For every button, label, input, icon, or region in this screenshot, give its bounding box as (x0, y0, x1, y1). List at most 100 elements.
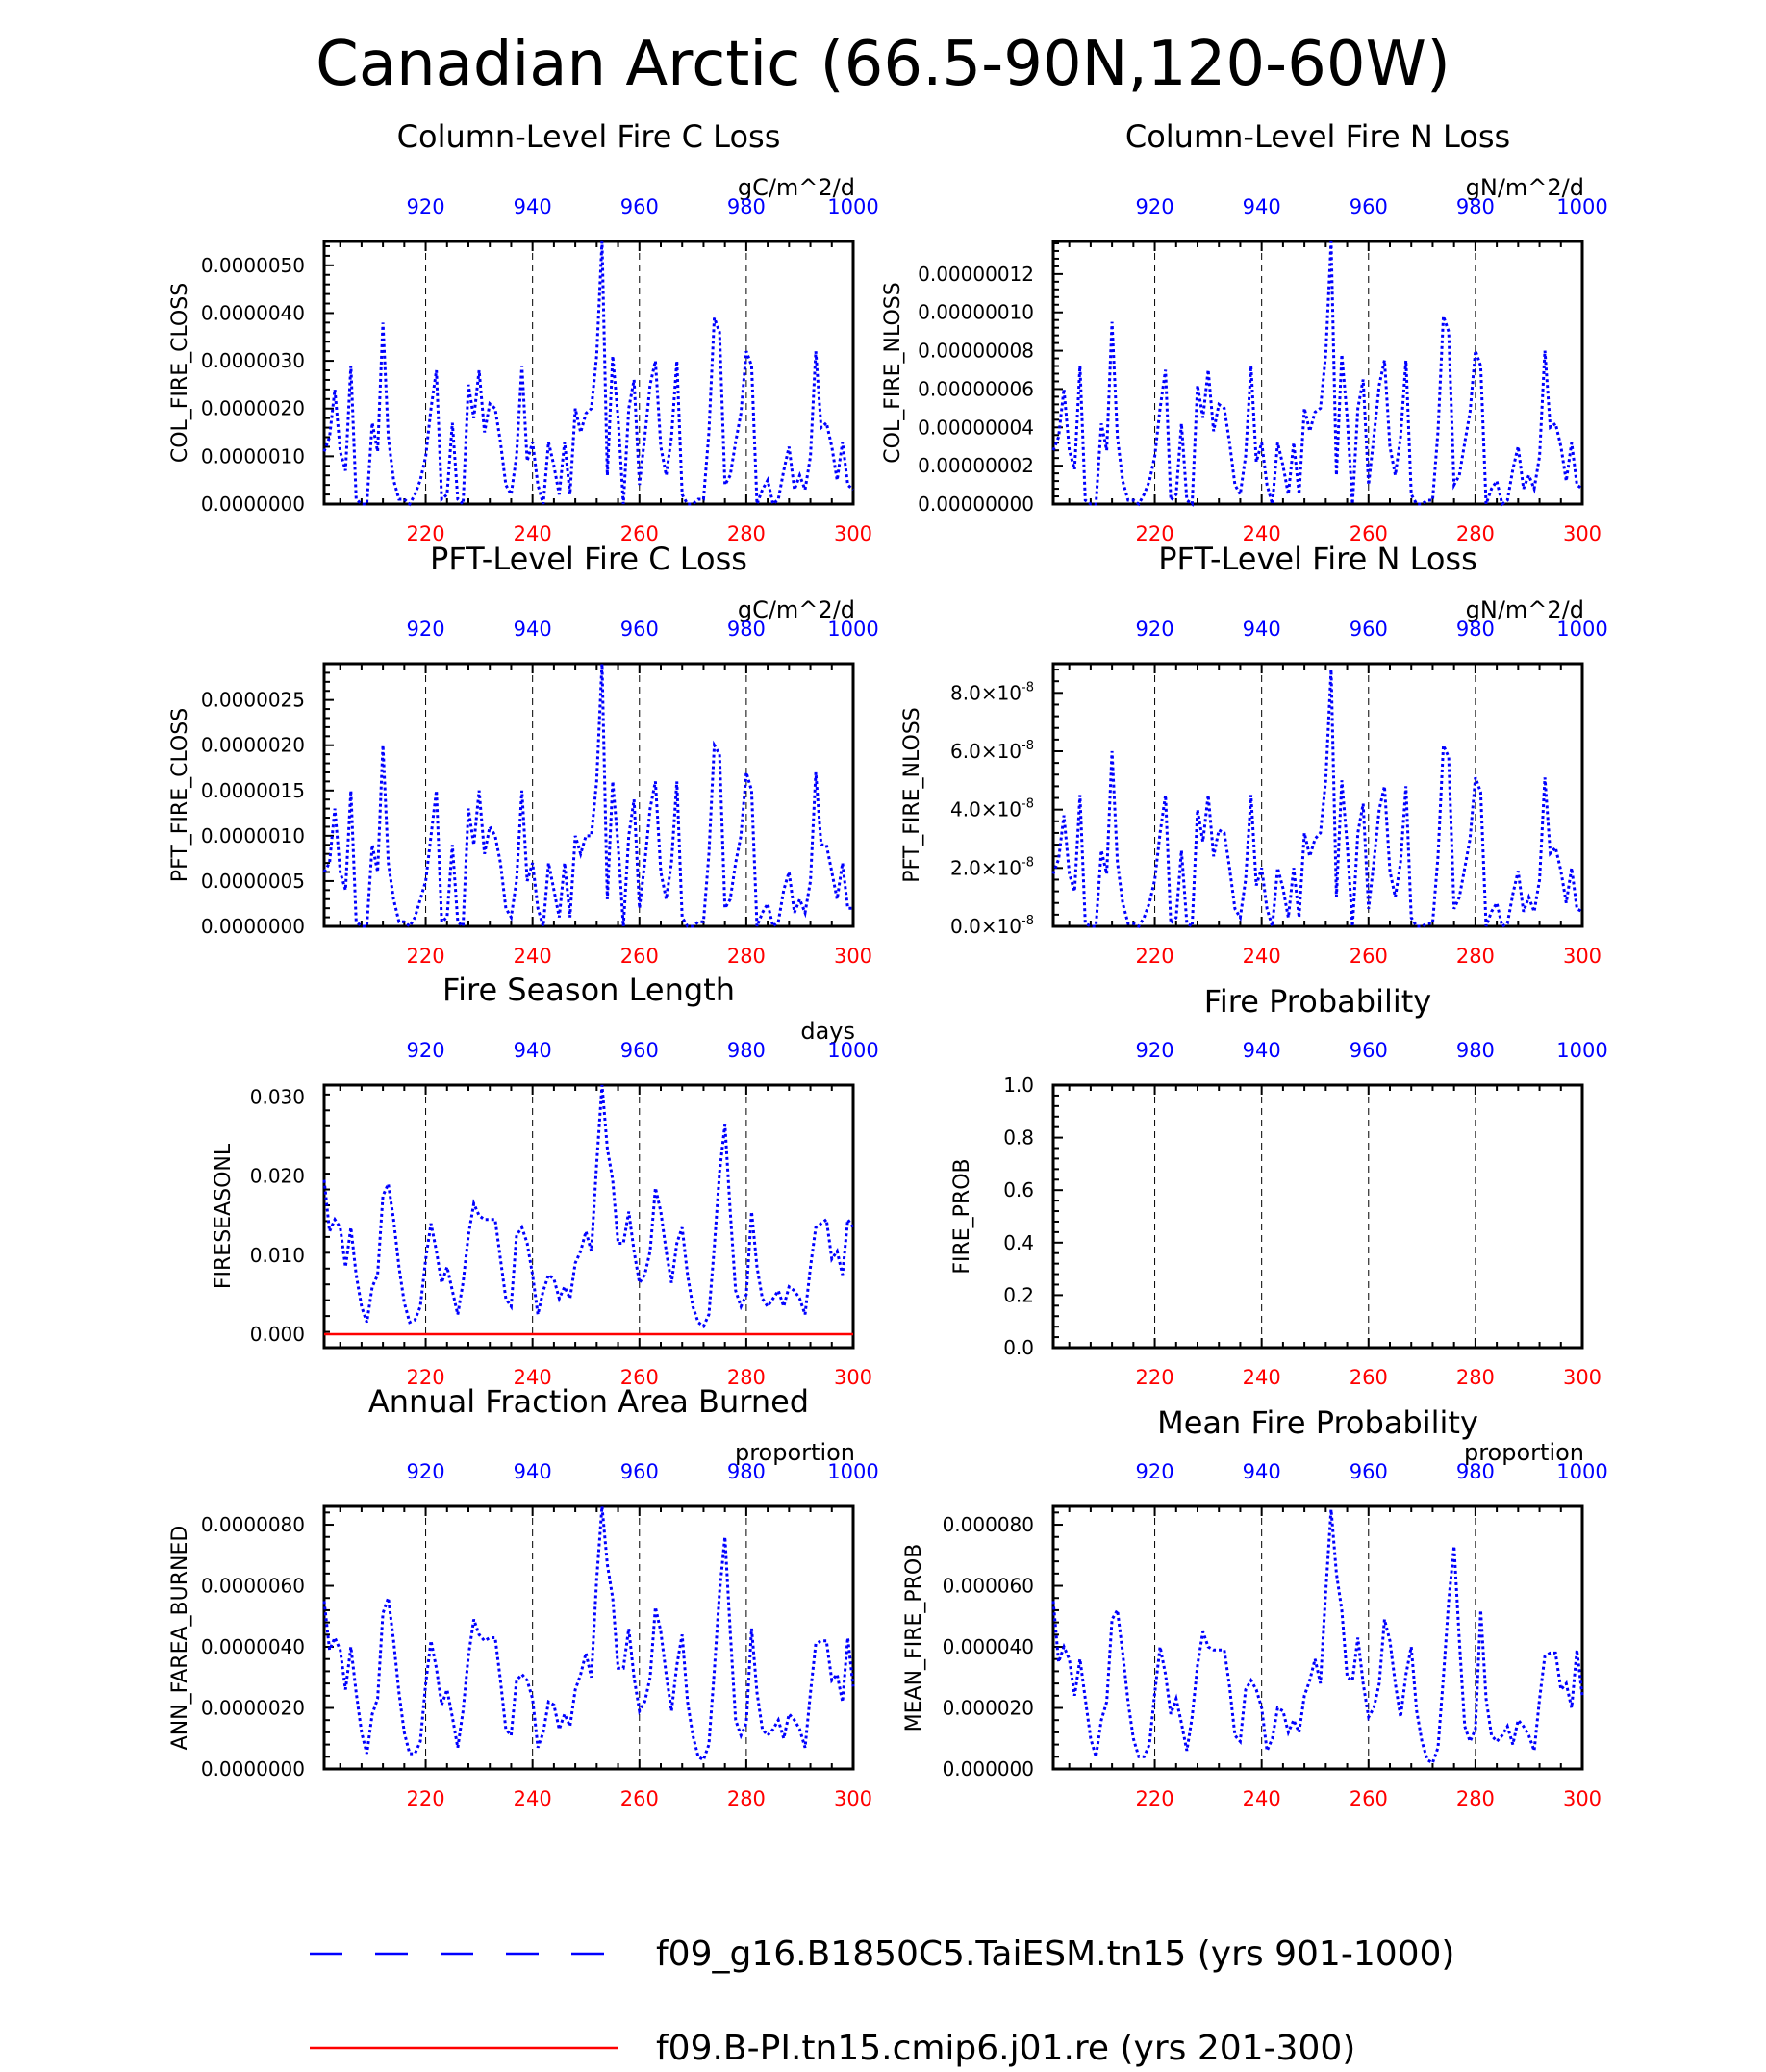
x-tick-label-top: 1000 (1556, 1460, 1607, 1483)
y-tick-label: 0.0000080 (201, 1513, 305, 1536)
figure-title: Canadian Arctic (66.5-90N,120-60W) (315, 29, 1451, 100)
chart-title: Mean Fire Probability (1157, 1404, 1478, 1441)
series-line (322, 663, 853, 930)
y-tick-label: 0.0000000 (201, 915, 305, 938)
y-tick-label: 0.6 (1003, 1178, 1034, 1201)
plot-frame (322, 1083, 855, 1350)
x-tick-label-bottom: 220 (1136, 522, 1174, 545)
x-tick-label-top: 920 (407, 1460, 445, 1483)
x-tick-label-bottom: 280 (727, 1787, 766, 1810)
chart-title: Column-Level Fire N Loss (1125, 118, 1510, 155)
x-tick-label-top: 1000 (827, 1039, 878, 1062)
x-tick-label-top: 1000 (827, 618, 878, 641)
x-tick-label-bottom: 260 (1350, 945, 1388, 968)
legend: f09_g16.B1850C5.TaiESM.tn15 (yrs 901-100… (310, 1934, 1454, 2068)
y-tick-label: 0.00000002 (918, 454, 1034, 477)
x-tick-label-bottom: 220 (1136, 1366, 1174, 1389)
y-tick-label: 0.0000005 (201, 870, 305, 893)
units-label: gN/m^2/d (1466, 174, 1584, 201)
units-label: proportion (735, 1439, 855, 1466)
y-tick-label: 0.0000015 (201, 779, 305, 802)
series-line (1051, 1509, 1584, 1765)
x-tick-label-bottom: 220 (407, 1787, 445, 1810)
y-tick-label: 0.000000 (943, 1757, 1034, 1781)
x-tick-label-bottom: 220 (407, 1366, 445, 1389)
y-tick-label: 0.0000000 (201, 1757, 305, 1781)
chart-title: Fire Season Length (442, 972, 735, 1008)
units-label: gC/m^2/d (738, 174, 855, 201)
x-tick-label-bottom: 280 (727, 522, 766, 545)
x-tick-label-bottom: 260 (1350, 1787, 1388, 1810)
x-tick-label-bottom: 280 (727, 1366, 766, 1389)
x-tick-label-bottom: 300 (834, 945, 872, 968)
y-tick-label: 0.000060 (943, 1575, 1034, 1598)
x-tick-label-bottom: 220 (1136, 1787, 1174, 1810)
units-label: gC/m^2/d (738, 596, 855, 623)
units-label: proportion (1464, 1439, 1584, 1466)
x-tick-label-bottom: 220 (1136, 945, 1174, 968)
x-tick-label-bottom: 260 (1350, 1366, 1388, 1389)
y-tick-label: 0.030 (250, 1085, 305, 1108)
x-tick-label-bottom: 300 (1563, 1366, 1602, 1389)
chart-panel: Annual Fraction Area Burned proportion 220… (168, 1383, 879, 1810)
units-label: days (800, 1018, 855, 1045)
plot-frame (322, 662, 855, 928)
x-tick-label-bottom: 300 (1563, 945, 1602, 968)
y-tick-label: 0.0000020 (201, 734, 305, 757)
y-axis-label: PFT_FIRE_NLOSS (900, 707, 924, 882)
chart-panel: Fire Season Length days 220 240 260 280 300 920… (212, 972, 879, 1389)
x-tick-label-top: 980 (727, 1460, 766, 1483)
chart-title: PFT-Level Fire C Loss (430, 541, 747, 577)
y-tick-label: 6.0×10-8 (950, 739, 1034, 763)
plot-frame (1051, 1504, 1584, 1771)
y-tick-label: 0.00000004 (918, 416, 1034, 439)
x-tick-label-top: 920 (1136, 195, 1174, 218)
y-axis-label: COL_FIRE_NLOSS (881, 282, 905, 463)
y-tick-label: 0.2 (1003, 1283, 1034, 1306)
x-tick-label-bottom: 220 (407, 945, 445, 968)
series-line (1051, 670, 1583, 929)
y-tick-label: 4.0×10-8 (950, 797, 1034, 821)
x-tick-label-top: 1000 (827, 1460, 878, 1483)
y-tick-label: 0.000040 (943, 1635, 1034, 1658)
x-tick-label-bottom: 280 (1456, 522, 1495, 545)
y-tick-label: 0.0 (1003, 1336, 1034, 1359)
y-tick-label: 0.0000020 (201, 397, 305, 420)
x-tick-label-top: 940 (514, 1039, 552, 1062)
plot-frame (322, 1504, 855, 1771)
chart-panel: PFT-Level Fire C Loss gC/m^2/d 220 240 260 28… (168, 541, 879, 968)
x-tick-label-bottom: 260 (620, 1366, 659, 1389)
x-tick-label-top: 1000 (1556, 1039, 1607, 1062)
y-tick-label: 0.0000040 (201, 301, 305, 324)
x-tick-label-top: 960 (620, 195, 659, 218)
x-tick-label-top: 1000 (1556, 195, 1607, 218)
x-tick-label-bottom: 240 (514, 1787, 552, 1810)
x-tick-label-top: 960 (1350, 1039, 1388, 1062)
chart-panel: Column-Level Fire C Loss gC/m^2/d 220 240 26… (168, 118, 879, 545)
x-tick-label-top: 960 (620, 1039, 659, 1062)
y-tick-label: 0.000 (250, 1323, 305, 1346)
chart-panel: PFT-Level Fire N Loss gN/m^2/d 220 240 260 28… (900, 541, 1608, 968)
x-tick-label-bottom: 240 (1243, 945, 1281, 968)
y-tick-label: 0.0000010 (201, 444, 305, 467)
x-tick-label-top: 960 (620, 618, 659, 641)
plot-frame (1051, 1083, 1584, 1350)
x-tick-label-bottom: 300 (1563, 522, 1602, 545)
chart-title: Annual Fraction Area Burned (368, 1383, 809, 1420)
x-tick-label-bottom: 300 (834, 1787, 872, 1810)
legend-label: f09.B-PI.tn15.cmip6.j01.re (yrs 201-300) (656, 2029, 1355, 2068)
x-tick-label-bottom: 220 (407, 522, 445, 545)
x-tick-label-bottom: 240 (1243, 1366, 1281, 1389)
x-tick-label-top: 940 (514, 1460, 552, 1483)
x-tick-label-top: 940 (1243, 1460, 1281, 1483)
y-tick-label: 2.0×10-8 (950, 855, 1034, 879)
y-tick-label: 0.00000008 (918, 340, 1034, 363)
x-tick-label-bottom: 260 (620, 522, 659, 545)
x-tick-label-bottom: 260 (1350, 522, 1388, 545)
series-line (322, 1084, 855, 1329)
x-tick-label-top: 940 (514, 618, 552, 641)
y-axis-label: MEAN_FIRE_PROB (902, 1544, 926, 1732)
x-tick-label-bottom: 300 (834, 1366, 872, 1389)
x-tick-label-top: 920 (1136, 1039, 1174, 1062)
chart-title: Fire Probability (1204, 983, 1431, 1020)
